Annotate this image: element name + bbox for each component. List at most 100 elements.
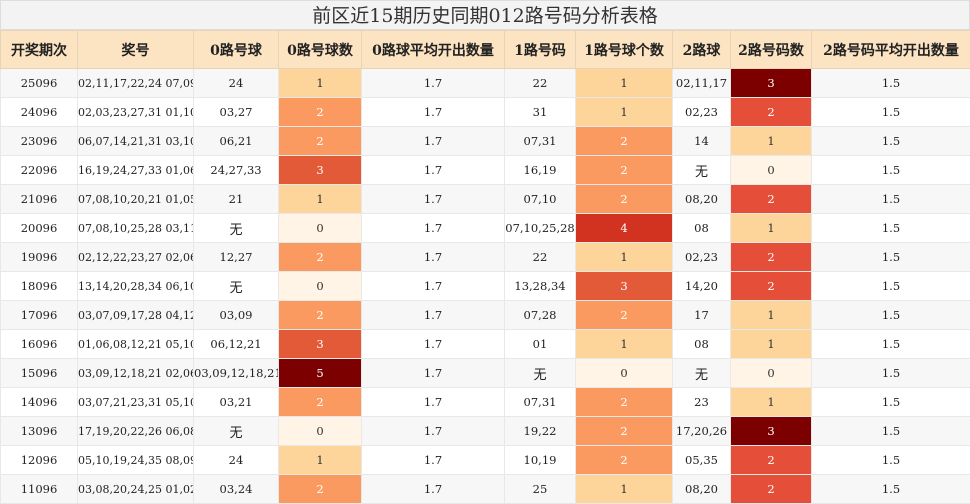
- route0-avg-cell: 1.7: [362, 214, 505, 243]
- route1-balls-cell: 07,10: [505, 185, 576, 214]
- route2-balls-cell: 14,20: [673, 272, 731, 301]
- route1-count-cell: 0: [576, 359, 673, 388]
- route0-avg-cell: 1.7: [362, 388, 505, 417]
- numbers-cell: 03,07,09,17,28 04,12: [78, 301, 194, 330]
- route0-count-cell: 2: [279, 388, 362, 417]
- route2-count-cell: 2: [731, 98, 812, 127]
- route0-avg-cell: 1.7: [362, 272, 505, 301]
- route0-avg-cell: 1.7: [362, 301, 505, 330]
- route2-avg-cell: 1.5: [812, 127, 970, 156]
- route0-avg-cell: 1.7: [362, 243, 505, 272]
- route2-avg-cell: 1.5: [812, 417, 970, 446]
- route2-balls-cell: 05,35: [673, 446, 731, 475]
- route0-avg-cell: 1.7: [362, 330, 505, 359]
- route0-avg-cell: 1.7: [362, 185, 505, 214]
- route0-avg-cell: 1.7: [362, 359, 505, 388]
- route2-avg-cell: 1.5: [812, 388, 970, 417]
- route1-balls-cell: 07,10,25,28: [505, 214, 576, 243]
- route2-count-cell: 3: [731, 417, 812, 446]
- route2-balls-cell: 08,20: [673, 185, 731, 214]
- numbers-cell: 07,08,10,25,28 03,11: [78, 214, 194, 243]
- period-cell: 21096: [1, 185, 78, 214]
- route2-count-cell: 1: [731, 301, 812, 330]
- col-header-route2-count: 2路号码数: [731, 31, 812, 69]
- route0-balls-cell: 24,27,33: [194, 156, 279, 185]
- col-header-period: 开奖期次: [1, 31, 78, 69]
- route2-balls-cell: 无: [673, 156, 731, 185]
- route0-count-cell: 3: [279, 156, 362, 185]
- numbers-cell: 03,09,12,18,21 02,06: [78, 359, 194, 388]
- route1-count-cell: 2: [576, 417, 673, 446]
- col-header-numbers: 奖号: [78, 31, 194, 69]
- route1-count-cell: 2: [576, 301, 673, 330]
- route1-count-cell: 2: [576, 156, 673, 185]
- numbers-cell: 01,06,08,12,21 05,10: [78, 330, 194, 359]
- route2-avg-cell: 1.5: [812, 156, 970, 185]
- period-cell: 19096: [1, 243, 78, 272]
- route0-avg-cell: 1.7: [362, 417, 505, 446]
- route2-count-cell: 0: [731, 359, 812, 388]
- numbers-cell: 13,14,20,28,34 06,10: [78, 272, 194, 301]
- route1-balls-cell: 16,19: [505, 156, 576, 185]
- route1-count-cell: 1: [576, 98, 673, 127]
- route0-count-cell: 3: [279, 330, 362, 359]
- numbers-cell: 17,19,20,22,26 06,08: [78, 417, 194, 446]
- route2-avg-cell: 1.5: [812, 243, 970, 272]
- col-header-route0-balls: 0路号球: [194, 31, 279, 69]
- period-cell: 18096: [1, 272, 78, 301]
- route2-count-cell: 3: [731, 69, 812, 98]
- period-cell: 11096: [1, 475, 78, 504]
- route0-balls-cell: 无: [194, 272, 279, 301]
- route0-count-cell: 0: [279, 417, 362, 446]
- route2-count-cell: 1: [731, 330, 812, 359]
- period-cell: 20096: [1, 214, 78, 243]
- route2-avg-cell: 1.5: [812, 301, 970, 330]
- route2-balls-cell: 02,11,17: [673, 69, 731, 98]
- numbers-cell: 07,08,10,20,21 01,05: [78, 185, 194, 214]
- numbers-cell: 02,03,23,27,31 01,10: [78, 98, 194, 127]
- route1-balls-cell: 22: [505, 243, 576, 272]
- route2-balls-cell: 02,23: [673, 243, 731, 272]
- route2-balls-cell: 08: [673, 214, 731, 243]
- route2-balls-cell: 23: [673, 388, 731, 417]
- route0-count-cell: 5: [279, 359, 362, 388]
- route1-balls-cell: 07,31: [505, 388, 576, 417]
- route2-balls-cell: 08,20: [673, 475, 731, 504]
- route0-count-cell: 1: [279, 185, 362, 214]
- route0-balls-cell: 03,09: [194, 301, 279, 330]
- route0-balls-cell: 03,27: [194, 98, 279, 127]
- route1-balls-cell: 07,28: [505, 301, 576, 330]
- route0-count-cell: 1: [279, 446, 362, 475]
- route2-count-cell: 1: [731, 214, 812, 243]
- route0-count-cell: 2: [279, 98, 362, 127]
- col-header-route2-avg: 2路号码平均开出数量: [812, 31, 970, 69]
- route1-balls-cell: 19,22: [505, 417, 576, 446]
- route2-balls-cell: 17,20,26: [673, 417, 731, 446]
- route0-avg-cell: 1.7: [362, 69, 505, 98]
- period-cell: 16096: [1, 330, 78, 359]
- route1-balls-cell: 25: [505, 475, 576, 504]
- route0-avg-cell: 1.7: [362, 127, 505, 156]
- numbers-cell: 02,11,17,22,24 07,09: [78, 69, 194, 98]
- period-cell: 13096: [1, 417, 78, 446]
- route0-count-cell: 1: [279, 69, 362, 98]
- route0-count-cell: 2: [279, 475, 362, 504]
- route0-balls-cell: 03,24: [194, 475, 279, 504]
- route1-count-cell: 4: [576, 214, 673, 243]
- route0-avg-cell: 1.7: [362, 475, 505, 504]
- table-title: 前区近15期历史同期012路号码分析表格: [0, 0, 970, 30]
- route1-count-cell: 3: [576, 272, 673, 301]
- route2-count-cell: 1: [731, 127, 812, 156]
- header-row: 开奖期次 奖号 0路号球 0路号球数 0路球平均开出数量 1路号码 1路号球个数…: [1, 31, 970, 69]
- period-cell: 15096: [1, 359, 78, 388]
